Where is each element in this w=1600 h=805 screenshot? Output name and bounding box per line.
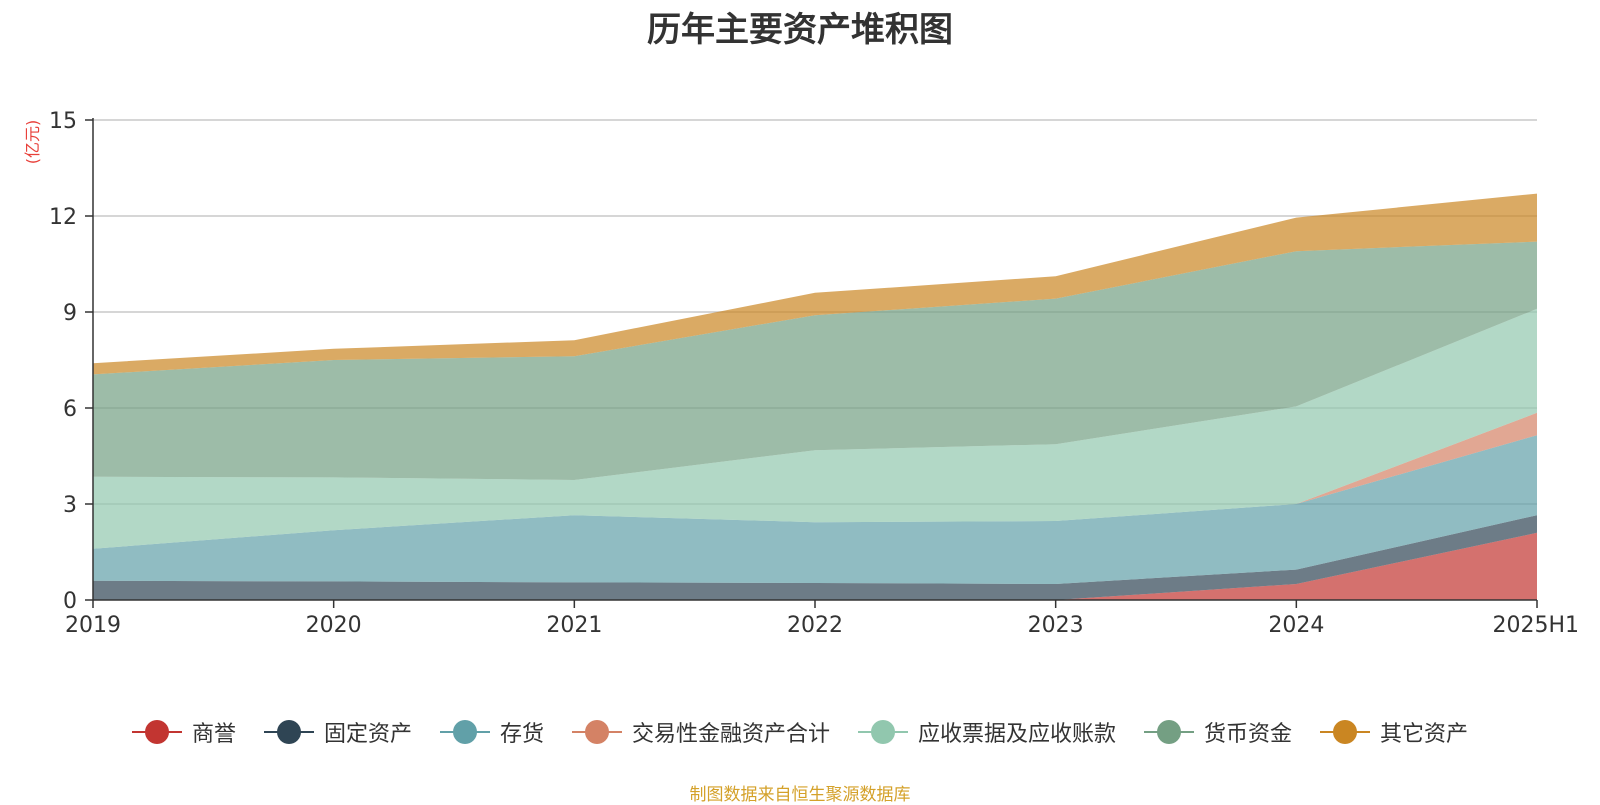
legend-dot [1157, 720, 1182, 744]
y-tick-label: 6 [63, 397, 77, 422]
legend-label: 应收票据及应收账款 [918, 722, 1117, 747]
legend: 商誉 固定资产 存货 交易性金融资产合计 应收票据及应收账款 货币资金 其它资产 [0, 716, 1600, 748]
legend-item[interactable]: 其它资产 [1320, 716, 1468, 748]
area-series [93, 193, 1537, 600]
x-tick-label: 2020 [306, 613, 362, 638]
legend-label: 货币资金 [1204, 722, 1293, 747]
source-note: 制图数据来自恒生聚源数据库 [689, 785, 911, 805]
legend-item[interactable]: 固定资产 [263, 716, 412, 748]
legend-label: 其它资产 [1380, 722, 1469, 747]
y-tick-label: 12 [49, 205, 77, 230]
x-tick-label: 2025H1 [1492, 613, 1579, 638]
legend-marker-icon [131, 720, 182, 744]
legend-item[interactable]: 商誉 [131, 716, 236, 748]
y-axis-unit-label: (亿元) [23, 120, 42, 165]
legend-marker-icon [571, 720, 622, 744]
legend-label: 固定资产 [323, 722, 412, 747]
legend-marker-icon [1320, 720, 1371, 744]
y-tick-label: 3 [63, 493, 77, 518]
area-series-货币资金 [93, 241, 1537, 480]
x-tick-label: 2022 [787, 613, 843, 638]
y-tick-label: 0 [63, 589, 77, 614]
legend-item[interactable]: 应收票据及应收账款 [858, 716, 1116, 748]
legend-marker-icon [263, 720, 314, 744]
y-tick-label: 9 [63, 301, 77, 326]
axes: 0 3 6 9 12 15 2019 2020 2021 2022 2023 2024 2025H1 [49, 109, 1579, 638]
area-series-应收票据及应收账款 [93, 308, 1537, 549]
legend-dot [144, 720, 169, 744]
area-series-固定资产 [93, 515, 1537, 600]
x-tick-label: 2021 [546, 613, 602, 638]
legend-marker-icon [1144, 720, 1195, 744]
legend-label: 商誉 [191, 722, 236, 747]
area-series-存货 [93, 435, 1537, 584]
legend-item[interactable]: 存货 [439, 716, 544, 748]
legend-dot [276, 720, 301, 744]
legend-marker-icon [858, 720, 908, 744]
x-tick-label: 2019 [65, 613, 121, 638]
x-tick-label: 2023 [1028, 613, 1084, 638]
area-series-其它资产 [93, 193, 1537, 375]
area-series-商誉 [93, 532, 1537, 600]
legend-item[interactable]: 货币资金 [1144, 716, 1292, 748]
y-tick-label: 15 [49, 109, 77, 134]
legend-item[interactable]: 交易性金融资产合计 [571, 716, 830, 748]
legend-dot [871, 720, 895, 744]
legend-dot [584, 720, 609, 744]
legend-dot [1333, 720, 1358, 744]
legend-label: 交易性金融资产合计 [631, 722, 830, 747]
legend-marker-icon [439, 720, 490, 744]
legend-dot [452, 720, 477, 744]
x-tick-label: 2024 [1268, 613, 1324, 638]
chart-title: 历年主要资产堆积图 [647, 10, 953, 50]
legend-label: 存货 [499, 722, 544, 747]
